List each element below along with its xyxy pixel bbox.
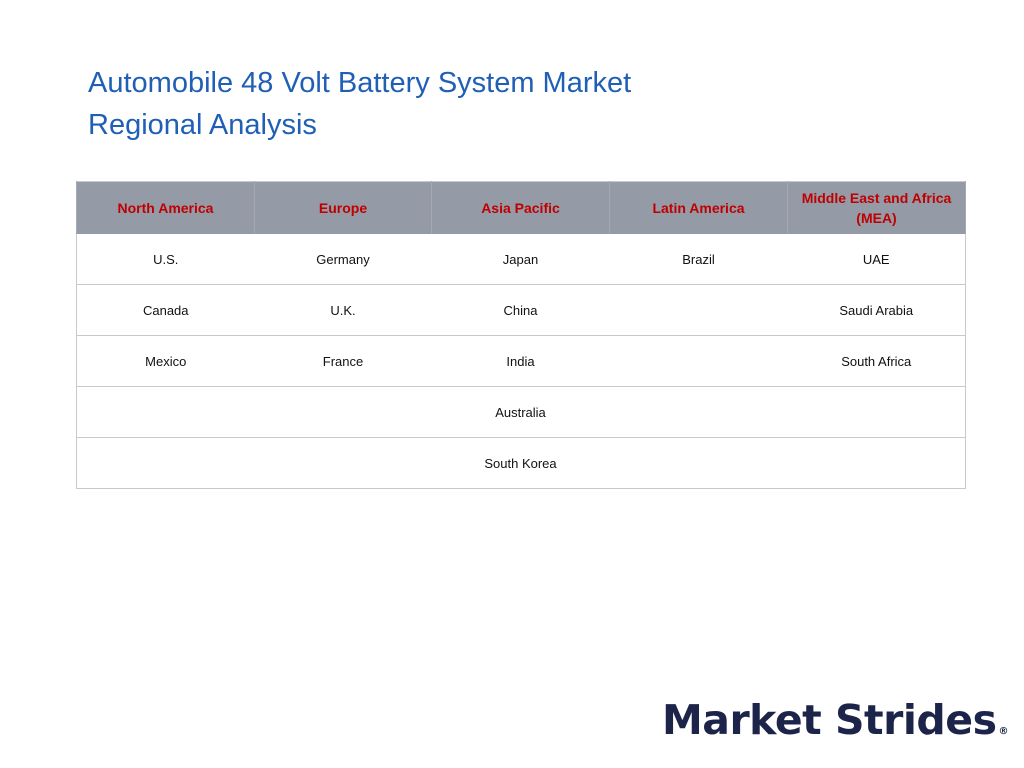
table-cell: India (431, 335, 610, 387)
table-row: South Korea (76, 437, 966, 489)
header-latin-america: Latin America (609, 181, 788, 234)
table-cell (609, 386, 788, 438)
table-cell: Saudi Arabia (787, 284, 966, 336)
table-cell (609, 437, 788, 489)
header-north-america: North America (76, 181, 255, 234)
header-asia-pacific: Asia Pacific (431, 181, 610, 234)
table-cell: France (254, 335, 432, 387)
table-cell (76, 437, 255, 489)
regional-analysis-table: North America Europe Asia Pacific Latin … (76, 181, 966, 489)
registered-mark: ® (998, 726, 1009, 737)
table-cell: Germany (254, 234, 432, 285)
table-cell: Mexico (76, 335, 255, 387)
table-cell: Canada (76, 284, 255, 336)
table-header-row: North America Europe Asia Pacific Latin … (76, 181, 966, 234)
page-title: Automobile 48 Volt Battery System Market… (88, 62, 631, 146)
table-cell (254, 437, 432, 489)
table-cell: South Africa (787, 335, 966, 387)
table-row: Mexico France India South Africa (76, 335, 966, 387)
table-cell (787, 386, 966, 438)
table-cell: South Korea (431, 437, 610, 489)
table-cell: Australia (431, 386, 610, 438)
logo-text: Market Strides (662, 696, 997, 744)
table-row: Australia (76, 386, 966, 438)
table-cell (254, 386, 432, 438)
table-cell (76, 386, 255, 438)
table-row: U.S. Germany Japan Brazil UAE (76, 234, 966, 285)
table-cell: U.S. (76, 234, 255, 285)
table-cell (787, 437, 966, 489)
table-cell (609, 284, 788, 336)
header-europe: Europe (254, 181, 432, 234)
title-line-1: Automobile 48 Volt Battery System Market (88, 67, 632, 99)
table-cell: U.K. (254, 284, 432, 336)
market-strides-logo: Market Strides ® (662, 696, 1008, 744)
table-cell (609, 335, 788, 387)
table-row: Canada U.K. China Saudi Arabia (76, 284, 966, 336)
table-cell: China (431, 284, 610, 336)
table-cell: Japan (431, 234, 610, 285)
table-cell: UAE (787, 234, 966, 285)
title-line-2: Regional Analysis (88, 109, 317, 141)
header-mea: Middle East and Africa (MEA) (787, 181, 966, 234)
table-cell: Brazil (609, 234, 788, 285)
